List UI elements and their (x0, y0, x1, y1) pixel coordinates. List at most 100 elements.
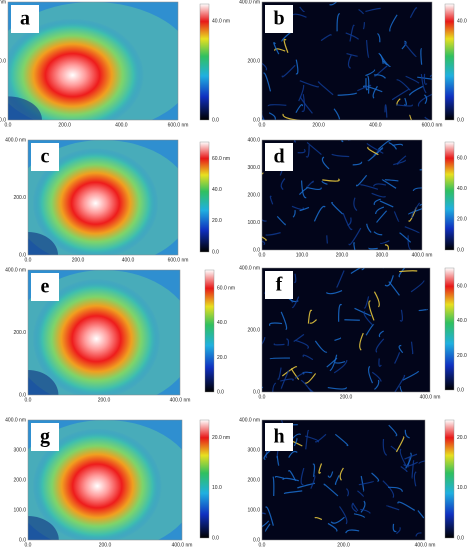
y-tick-label: 400.0 nm (5, 267, 26, 273)
colorbar (444, 267, 455, 391)
streak (299, 6, 305, 13)
x-tick-label: 400.0 (115, 122, 128, 128)
streak (306, 186, 322, 191)
colorbar-tick-label: 20.0 nm (457, 435, 467, 441)
streak (360, 500, 366, 513)
y-tick-label: 300.0 (13, 447, 26, 453)
colorbar-tick-label: 60.0 nm (457, 284, 467, 290)
streak (420, 48, 423, 65)
streak (403, 461, 418, 467)
panel-letter: c (41, 146, 50, 168)
frame (7, 1, 179, 121)
y-tick-label: 0.0 (0, 117, 6, 123)
streak (384, 179, 399, 182)
streak (382, 60, 389, 66)
colorbar-tick-label: 20.0 (212, 218, 222, 224)
dark-corner (28, 516, 59, 540)
streak (348, 227, 362, 246)
x-tick-label: 400.0 nm (170, 397, 191, 403)
streak (294, 371, 309, 379)
streak (273, 41, 280, 55)
x-tick-label: 200.0 (72, 257, 85, 263)
streak (404, 226, 420, 234)
y-tick-label: 0.0 (19, 252, 26, 258)
streak (377, 32, 381, 43)
colorbar-tick-label: 40.0 nm (212, 19, 230, 25)
streak (342, 212, 353, 231)
colorbar-tick-label: 60.0 nm (212, 156, 230, 162)
streak (345, 529, 360, 534)
streak (293, 273, 297, 283)
streak (327, 522, 338, 532)
streak (409, 114, 413, 120)
streak (273, 343, 285, 346)
y-tick-label: 400.0 nm (239, 417, 260, 423)
streak (399, 270, 418, 273)
streak (352, 161, 363, 166)
streak (265, 506, 274, 526)
streak (349, 24, 355, 42)
streak (341, 140, 344, 143)
streak (367, 147, 384, 162)
x-tick-label: 0.0 (259, 542, 266, 548)
panel-letter: e (41, 276, 50, 298)
streak (375, 338, 385, 353)
streak (264, 523, 271, 532)
x-tick-label: 0.0 (259, 122, 266, 128)
streak (396, 79, 411, 91)
streak (327, 386, 347, 390)
letter-box (265, 423, 293, 451)
y-tick-label: 0.0 (253, 247, 260, 253)
colorbar-tick-label: 20.0 (457, 353, 467, 359)
streak (408, 208, 422, 215)
streak (262, 512, 267, 515)
y-tick-label: 400.0 (247, 137, 260, 143)
streak (280, 178, 286, 191)
x-tick-label: 400.0 nm (420, 394, 441, 400)
streak (354, 307, 372, 317)
streak (299, 206, 310, 212)
streak (274, 48, 286, 52)
streak (382, 480, 395, 499)
streak (346, 52, 358, 57)
streak (411, 460, 415, 479)
heatmap (262, 268, 430, 392)
streak (403, 42, 417, 57)
letter-box (265, 5, 293, 33)
streak (326, 235, 328, 244)
streak (396, 527, 401, 535)
streak (351, 502, 358, 513)
colorbar-tick-label: 60.0 nm (217, 286, 235, 292)
y-tick-label: 200.0 (247, 477, 260, 483)
streak (402, 370, 420, 381)
streak (373, 74, 386, 79)
streak (420, 73, 427, 94)
streak (372, 183, 387, 187)
streak (378, 330, 384, 338)
x-tick-label: 300.0 (376, 252, 389, 258)
streak (310, 474, 316, 489)
y-tick-label: 100.0 (247, 507, 260, 513)
streak (418, 308, 428, 312)
y-tick-label: 400.0 nm (5, 417, 26, 423)
streak (302, 354, 314, 361)
streak (265, 232, 281, 236)
colorbar-tick-label: 40.0 nm (457, 19, 467, 25)
streak (396, 155, 407, 165)
frame (27, 139, 179, 256)
streak (411, 202, 421, 219)
streak (353, 513, 366, 518)
streak (360, 508, 371, 514)
streak (282, 477, 299, 482)
streak (262, 118, 265, 120)
colorbar-tick-label: 20.0 nm (212, 435, 230, 441)
streak (298, 187, 308, 195)
hot-spot (8, 18, 144, 120)
streak (262, 62, 268, 71)
streak (263, 72, 272, 92)
streak (288, 450, 298, 458)
heatmap (28, 140, 178, 255)
x-tick-label: 200.0 (99, 542, 112, 548)
x-tick-label: 0.0 (25, 257, 32, 263)
streak (345, 32, 360, 40)
